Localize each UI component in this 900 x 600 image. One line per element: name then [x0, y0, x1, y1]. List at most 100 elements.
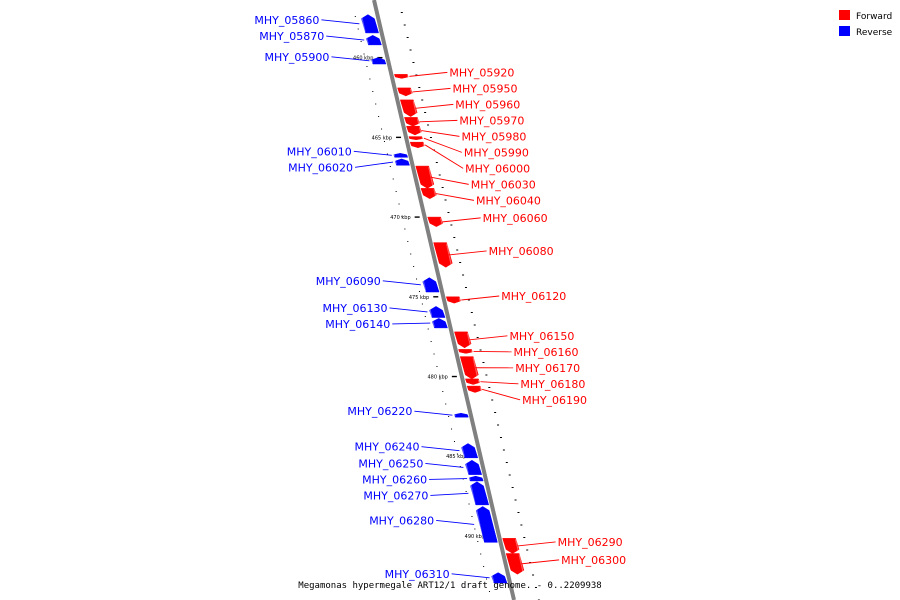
grid-dot — [448, 416, 450, 417]
grid-dash — [418, 87, 421, 88]
gene-glyph-shade — [422, 142, 425, 147]
gene-glyph — [431, 318, 448, 329]
grid-dash — [473, 324, 476, 326]
tick-label: 490 kbp — [465, 534, 485, 540]
gene-label: MHY_06010 — [287, 145, 352, 158]
grid-dot — [483, 566, 485, 567]
grid-dash — [450, 224, 453, 226]
gene-leader-line — [321, 19, 360, 25]
gene-label: MHY_05950 — [453, 82, 518, 95]
gene-label: MHY_05990 — [464, 146, 529, 159]
gene-label: MHY_06140 — [325, 318, 390, 331]
gene-leader-line — [392, 322, 431, 325]
grid-dot — [375, 103, 377, 105]
gene-glyph — [445, 296, 462, 304]
grid-dot — [436, 366, 438, 367]
grid-dash — [441, 187, 444, 188]
grid-dash — [482, 362, 485, 363]
gene-leader-line — [517, 541, 556, 547]
gene-leader-line — [331, 56, 370, 62]
gene-label: MHY_06300 — [561, 554, 626, 567]
grid-dash — [534, 587, 537, 588]
grid-dash — [485, 374, 488, 376]
gene-label: MHY_05870 — [259, 30, 324, 43]
legend-forward-label: Forward — [856, 12, 892, 22]
grid-dot — [386, 153, 388, 155]
gene-label: MHY_05920 — [449, 66, 514, 79]
gene-label: MHY_06060 — [483, 212, 548, 225]
grid-dot — [389, 166, 391, 167]
gene-leader-line — [415, 103, 454, 109]
grid-dot — [488, 591, 490, 592]
gene-leader-line — [353, 150, 392, 156]
grid-dash — [467, 299, 470, 301]
grid-dash — [499, 437, 502, 438]
genome-axis — [372, 0, 516, 600]
grid-dash — [453, 237, 456, 238]
gene-label: MHY_05970 — [459, 114, 524, 127]
gene-glyph — [454, 412, 469, 418]
gene-leader-line — [355, 161, 394, 168]
grid-dot — [392, 178, 394, 180]
grid-dash — [406, 37, 409, 38]
grid-dash — [494, 412, 497, 413]
grid-dot — [413, 266, 415, 267]
legend-forward-swatch — [839, 10, 850, 20]
grid-dash — [435, 162, 438, 163]
gene-label: MHY_05960 — [455, 98, 520, 111]
gene-glyph — [393, 153, 409, 158]
gene-leader-line — [326, 35, 365, 41]
grid-dash — [520, 524, 523, 526]
grid-dash — [502, 449, 505, 451]
grid-dot — [366, 66, 368, 67]
background-dots — [354, 12, 540, 600]
grid-dot — [445, 403, 447, 405]
gene-glyph-shade — [477, 379, 481, 384]
tick-label: 480 kbp — [427, 375, 447, 381]
gene-glyph — [427, 216, 444, 227]
gene-glyph — [465, 459, 483, 475]
gene-leader-line — [425, 462, 464, 468]
gene-leader-line — [421, 130, 460, 137]
grid-dot — [439, 378, 441, 380]
gene-leader-line — [469, 335, 508, 341]
gene-glyph — [429, 306, 446, 318]
gene-glyph-shade — [458, 297, 462, 303]
gene-label: MHY_06160 — [514, 346, 579, 359]
gene-glyph-shade — [491, 573, 495, 583]
gene-leader-line — [429, 478, 468, 480]
grid-dash — [462, 274, 465, 276]
gene-leader-line — [421, 446, 460, 452]
gene-label: MHY_06240 — [354, 441, 419, 454]
gene-glyph — [404, 117, 420, 127]
grid-dot — [357, 28, 359, 30]
grid-dash — [508, 474, 511, 476]
grid-dash — [514, 499, 517, 501]
grid-dot — [453, 441, 455, 442]
grid-dash — [505, 462, 508, 463]
grid-dash — [459, 262, 462, 263]
gene-label: MHY_06190 — [522, 394, 587, 407]
gene-glyph — [365, 35, 382, 46]
gene-glyph-shade — [515, 539, 520, 553]
gene-label: MHY_06120 — [501, 290, 566, 303]
gene-glyph — [491, 572, 508, 584]
gene-label: MHY_06040 — [476, 194, 541, 207]
grid-dash — [427, 124, 430, 126]
grid-dot — [401, 216, 403, 217]
gene-glyph — [399, 99, 418, 117]
grid-dash — [488, 387, 491, 388]
grid-dash — [476, 337, 479, 338]
gene-label: MHY_06030 — [471, 178, 536, 191]
gene-leader-line — [521, 559, 560, 565]
gene-glyph-shade — [470, 350, 473, 353]
gene-glyph-shade — [394, 159, 397, 165]
gene-leader-line — [419, 119, 458, 123]
grid-dot — [395, 191, 397, 192]
gene-glyph — [459, 356, 479, 380]
gene-label: MHY_06290 — [558, 536, 623, 549]
gene-label: MHY_06270 — [363, 489, 428, 502]
grid-dot — [427, 328, 429, 330]
grid-dash — [421, 99, 424, 101]
gene-leader-line — [382, 280, 421, 286]
